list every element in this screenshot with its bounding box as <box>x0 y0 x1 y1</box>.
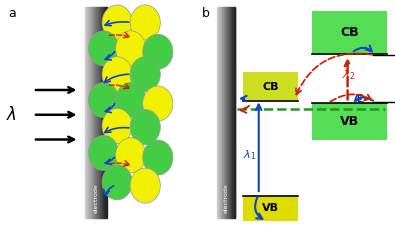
Bar <box>221 7 222 218</box>
Bar <box>94 7 95 218</box>
Bar <box>93 7 94 218</box>
Text: $\lambda$: $\lambda$ <box>6 106 17 124</box>
Bar <box>98 7 99 218</box>
Bar <box>231 7 232 218</box>
Text: $\lambda_1$: $\lambda_1$ <box>243 148 256 162</box>
Text: VB: VB <box>340 115 359 128</box>
Text: electrode: electrode <box>224 183 229 213</box>
Bar <box>222 7 223 218</box>
Bar <box>91 7 92 218</box>
Text: $\lambda_2$: $\lambda_2$ <box>342 68 355 82</box>
Bar <box>95 7 96 218</box>
Bar <box>220 7 221 218</box>
FancyBboxPatch shape <box>243 196 298 220</box>
Circle shape <box>130 168 160 203</box>
Bar <box>101 7 102 218</box>
Text: b: b <box>201 7 209 20</box>
Bar <box>106 7 107 218</box>
Circle shape <box>88 31 119 66</box>
Circle shape <box>116 31 146 66</box>
Bar <box>228 7 229 218</box>
FancyBboxPatch shape <box>243 72 298 101</box>
Circle shape <box>116 83 146 118</box>
Bar <box>223 7 224 218</box>
Bar <box>89 7 90 218</box>
Circle shape <box>102 108 132 144</box>
Circle shape <box>130 5 160 40</box>
Bar <box>226 7 227 218</box>
Bar <box>99 7 100 218</box>
Bar <box>227 7 228 218</box>
Circle shape <box>102 5 132 40</box>
Bar <box>87 7 88 218</box>
Bar <box>85 7 86 218</box>
Circle shape <box>102 165 132 200</box>
Text: E$_F$: E$_F$ <box>357 93 369 106</box>
Circle shape <box>130 57 160 92</box>
Bar <box>86 7 87 218</box>
FancyBboxPatch shape <box>312 11 387 54</box>
Circle shape <box>143 34 173 69</box>
Circle shape <box>88 83 119 118</box>
Bar <box>224 7 225 218</box>
Bar <box>233 7 234 218</box>
Text: VB: VB <box>262 203 279 213</box>
Circle shape <box>116 138 146 173</box>
Bar <box>230 7 231 218</box>
Bar <box>104 7 105 218</box>
Circle shape <box>102 57 132 92</box>
FancyBboxPatch shape <box>312 104 387 140</box>
Bar <box>100 7 101 218</box>
Bar <box>90 7 91 218</box>
Circle shape <box>88 135 119 171</box>
Bar <box>105 7 106 218</box>
Circle shape <box>130 110 160 145</box>
Bar <box>219 7 220 218</box>
Bar <box>229 7 230 218</box>
Bar <box>92 7 93 218</box>
Bar <box>232 7 233 218</box>
Bar <box>217 7 218 218</box>
Circle shape <box>143 86 173 121</box>
Bar <box>234 7 235 218</box>
Bar <box>88 7 89 218</box>
Text: CB: CB <box>262 82 279 92</box>
Circle shape <box>143 140 173 175</box>
Bar <box>103 7 104 218</box>
Bar <box>97 7 98 218</box>
Bar <box>225 7 226 218</box>
Bar <box>96 7 97 218</box>
Text: CB: CB <box>340 26 359 39</box>
Text: a: a <box>8 7 15 20</box>
Bar <box>102 7 103 218</box>
Bar <box>218 7 219 218</box>
Text: electrode: electrode <box>93 183 98 213</box>
